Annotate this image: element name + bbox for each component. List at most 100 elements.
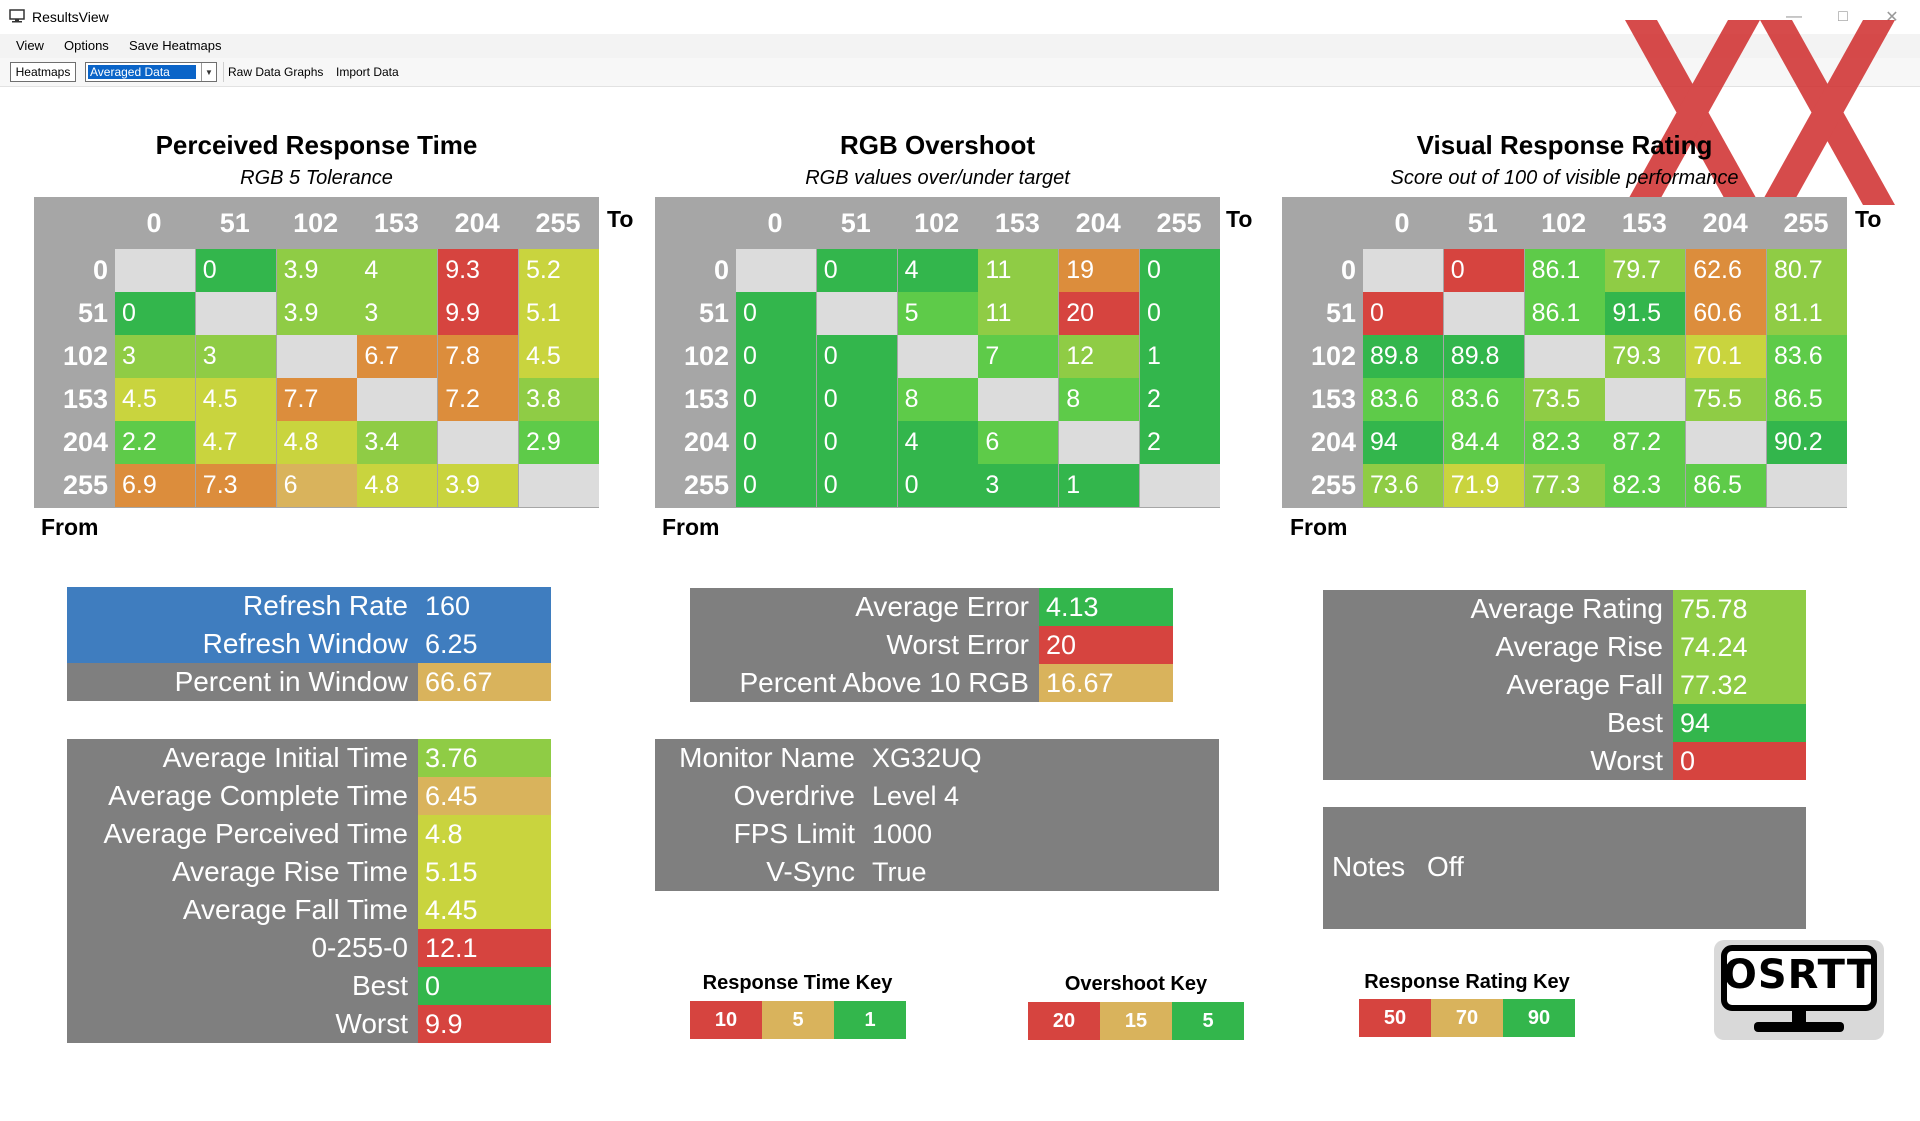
heatmap-cell: 1 xyxy=(1059,464,1140,507)
heatmap-cell: 83.6 xyxy=(1443,378,1524,421)
heatmap-cell: 71.9 xyxy=(1443,464,1524,507)
minimize-icon: — xyxy=(1786,8,1802,25)
key-swatch: 5 xyxy=(1172,1002,1244,1040)
menu-view[interactable]: View xyxy=(16,38,44,53)
response-time-panel: Average Initial Time 3.76 Average Complete… xyxy=(67,739,551,1043)
stat-value: 77.32 xyxy=(1673,666,1806,704)
notes-label: Notes xyxy=(1332,851,1406,882)
toolbar xyxy=(0,58,1920,87)
stat-label: Average Error xyxy=(690,588,1039,626)
row-header: 51 xyxy=(77,298,108,328)
heatmap-cell: 84.4 xyxy=(1443,421,1524,464)
row-header: 255 xyxy=(62,470,108,500)
heatmap-cell: 9.9 xyxy=(438,292,519,335)
stat-row: Refresh Rate 160 xyxy=(67,587,551,625)
key-swatch: 15 xyxy=(1100,1002,1172,1040)
data-mode-select[interactable]: Averaged Data ▼ xyxy=(85,62,217,82)
heatmap-cell: 7.2 xyxy=(438,378,519,421)
heatmap-cell: 4.5 xyxy=(195,378,276,421)
close-button[interactable]: ✕ xyxy=(1869,0,1915,34)
close-icon: ✕ xyxy=(1885,9,1899,26)
stat-label: Overdrive xyxy=(655,777,865,815)
key-swatch: 10 xyxy=(690,1001,762,1039)
stat-value: 3.76 xyxy=(418,739,551,777)
heatmap-cell: 82.3 xyxy=(1605,464,1686,507)
menu-bar: View Options Save Heatmaps xyxy=(0,34,1920,58)
heatmap-cell: 3.9 xyxy=(276,292,357,335)
stat-value: 9.9 xyxy=(418,1005,551,1043)
heatmap-cell xyxy=(1605,378,1686,421)
stat-value: 66.67 xyxy=(418,663,551,701)
column-header: 255 xyxy=(535,208,581,238)
heatmap-cell: 6.7 xyxy=(357,335,438,378)
heatmap-cell: 6 xyxy=(276,464,357,507)
stat-row: Average Fall 77.32 xyxy=(1323,666,1806,704)
column-header: 51 xyxy=(840,208,871,238)
overshoot-subtitle: RGB values over/under target xyxy=(805,167,1070,189)
stat-row: Worst 9.9 xyxy=(67,1005,551,1043)
rating-subtitle: Score out of 100 of visible performance xyxy=(1390,167,1739,189)
stat-value: 0 xyxy=(1673,742,1806,780)
heatmap-cell: 86.5 xyxy=(1767,378,1847,421)
rating-axis-to: To xyxy=(1855,206,1882,232)
row-header: 0 xyxy=(1340,255,1356,285)
notes-panel: Notes Off xyxy=(1323,807,1806,929)
key-swatch: 70 xyxy=(1431,999,1503,1037)
column-header: 51 xyxy=(219,208,250,238)
stat-row: FPS Limit 1000 xyxy=(655,815,1215,853)
stat-value: 1000 xyxy=(865,815,1215,853)
import-data-button[interactable]: Import Data xyxy=(336,65,399,79)
heatmap-cell: 3 xyxy=(115,335,195,378)
heatmaps-button[interactable]: Heatmaps xyxy=(10,62,76,82)
refresh-panel: Refresh Rate 160 Refresh Window 6.25 Percent… xyxy=(67,587,551,701)
heatmap-cell: 77.3 xyxy=(1524,464,1605,507)
column-header: 204 xyxy=(454,208,500,238)
heatmap-cell: 86.5 xyxy=(1686,464,1767,507)
menu-save-heatmaps[interactable]: Save Heatmaps xyxy=(129,38,222,53)
heatmap-cell xyxy=(195,292,276,335)
heatmap-cell: 0 xyxy=(816,378,897,421)
heatmap-cell: 3.8 xyxy=(519,378,599,421)
heatmap-cell: 0 xyxy=(736,292,816,335)
perceived-title: Perceived Response Time xyxy=(155,130,478,160)
heatmap-cell: 80.7 xyxy=(1767,249,1847,292)
maximize-button[interactable]: □ xyxy=(1820,0,1866,34)
osrtt-monitor-logo xyxy=(1721,945,1877,1032)
menu-options[interactable]: Options xyxy=(64,38,109,53)
rating-axis-from: From xyxy=(1290,514,1348,540)
stat-row: Average Rise 74.24 xyxy=(1323,628,1806,666)
heatmap-cell: 4 xyxy=(897,249,978,292)
stat-value: 16.67 xyxy=(1039,664,1173,702)
key-swatch: 20 xyxy=(1028,1002,1100,1040)
heatmap-cell: 1 xyxy=(1140,335,1220,378)
heatmap-cell: 4.5 xyxy=(519,335,599,378)
rating-title: Visual Response Rating xyxy=(1416,130,1713,160)
chevron-down-icon[interactable]: ▼ xyxy=(201,63,216,81)
stat-row: Best 0 xyxy=(67,967,551,1005)
heatmap-cell: 3.9 xyxy=(276,249,357,292)
heatmap-cell: 11 xyxy=(978,292,1059,335)
rating-heatmap: 0 0 51 51 102 102 153 153 204 204 255 255 0 86.1 79.7 6… xyxy=(1282,197,1847,508)
stat-label: Average Rise Time xyxy=(67,853,418,891)
minimize-button[interactable]: — xyxy=(1771,0,1817,34)
heatmap-cell: 6.9 xyxy=(115,464,195,507)
key-swatch: 5 xyxy=(762,1001,834,1039)
row-header: 102 xyxy=(1310,341,1356,371)
heatmap-cell: 83.6 xyxy=(1363,378,1443,421)
stat-value: 4.45 xyxy=(418,891,551,929)
heatmap-cell: 87.2 xyxy=(1605,421,1686,464)
heatmap-cell xyxy=(1767,464,1847,507)
stat-value: 6.45 xyxy=(418,777,551,815)
stat-row: Average Error 4.13 xyxy=(690,588,1173,626)
heatmap-cell xyxy=(1059,421,1140,464)
toolbar-separator xyxy=(223,62,224,82)
stat-row: Percent Above 10 RGB 16.67 xyxy=(690,664,1173,702)
heatmap-cell: 3 xyxy=(357,292,438,335)
heatmap-cell xyxy=(736,249,816,292)
heatmap-cell: 0 xyxy=(736,464,816,507)
heatmap-cell: 19 xyxy=(1059,249,1140,292)
stat-label: Average Fall Time xyxy=(67,891,418,929)
row-header: 153 xyxy=(1310,384,1356,414)
raw-data-graphs-button[interactable]: Raw Data Graphs xyxy=(228,65,324,79)
heatmap-cell xyxy=(1524,335,1605,378)
